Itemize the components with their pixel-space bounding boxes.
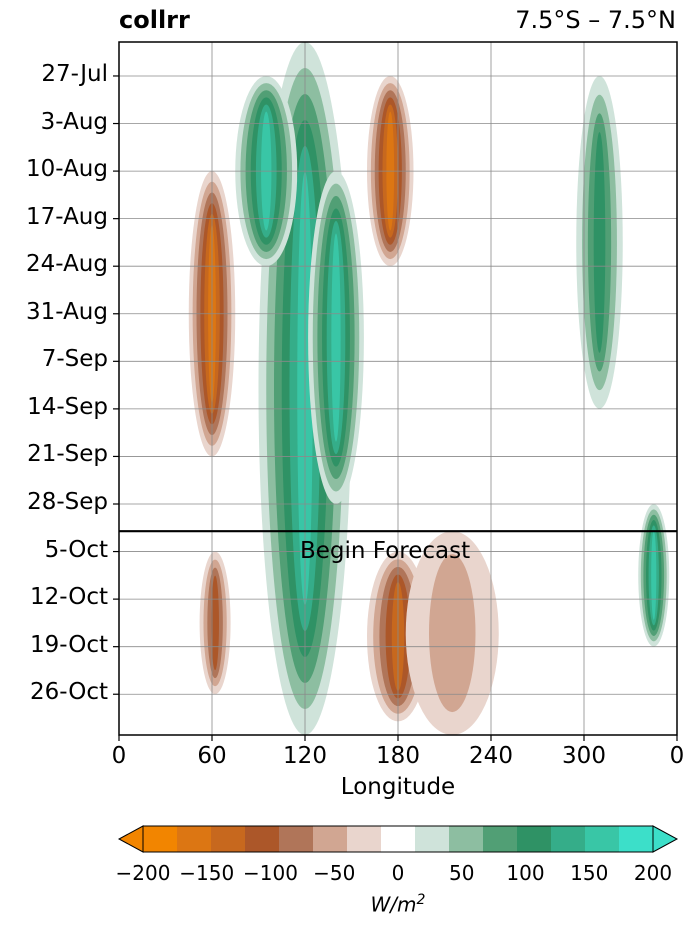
contour-region xyxy=(331,233,341,442)
colorbar-extend-low xyxy=(117,825,144,853)
colorbar-label: W/m2 xyxy=(370,892,426,917)
colorbar-swatch xyxy=(415,826,450,852)
colorbar-swatch xyxy=(279,826,314,852)
colorbar-tick-label: 150 xyxy=(570,861,609,885)
colorbar-extend-high xyxy=(652,825,679,853)
colorbar-swatch xyxy=(517,826,552,852)
colorbar-swatch xyxy=(551,826,586,852)
colorbar-swatch xyxy=(245,826,280,852)
y-tick-label: 26-Oct xyxy=(30,679,108,706)
colorbar-swatch xyxy=(313,826,348,852)
contour-region xyxy=(651,530,657,620)
y-tick-marks xyxy=(113,75,119,695)
y-tick-label: 17-Aug xyxy=(26,203,108,230)
x-axis-label: Longitude xyxy=(340,774,456,800)
contour-region xyxy=(593,132,606,353)
contour-region xyxy=(429,554,476,713)
x-tick-label: 0 xyxy=(669,743,685,769)
colorbar-swatch xyxy=(143,826,178,852)
colorbar-swatch xyxy=(619,826,654,852)
colorbar-swatch xyxy=(483,826,518,852)
colorbar-tick-label: −200 xyxy=(115,861,171,885)
colorbar-swatch xyxy=(381,826,416,852)
y-tick-label: 19-Oct xyxy=(30,631,108,658)
y-tick-label: 12-Oct xyxy=(30,584,108,611)
x-tick-marks xyxy=(118,735,678,741)
colorbar-swatch xyxy=(347,826,382,852)
chart-title: collrr xyxy=(119,6,190,34)
colorbar-tick-label: 50 xyxy=(449,861,475,885)
y-tick-label: 5-Oct xyxy=(44,536,108,563)
x-tick-label: 180 xyxy=(376,743,420,769)
y-tick-label: 10-Aug xyxy=(26,156,108,183)
region-label: 7.5°S – 7.5°N xyxy=(515,6,676,34)
x-tick-label: 300 xyxy=(562,743,606,769)
y-tick-label: 28-Sep xyxy=(27,489,108,515)
colorbar-swatch xyxy=(177,826,212,852)
y-tick-label: 3-Aug xyxy=(40,108,108,135)
y-tick-label: 21-Sep xyxy=(27,441,108,468)
colorbar-swatch xyxy=(585,826,620,852)
colorbar xyxy=(117,825,679,853)
colorbar-swatch xyxy=(449,826,484,852)
colorbar-tick-label: −150 xyxy=(179,861,235,885)
x-tick-label: 0 xyxy=(111,743,127,769)
x-tick-label: 240 xyxy=(469,743,513,769)
colorbar-tick-label: −100 xyxy=(243,861,298,885)
x-tick-label: 60 xyxy=(197,743,227,769)
y-tick-label: 24-Aug xyxy=(26,251,108,278)
colorbar-tick-label: 0 xyxy=(391,861,405,885)
colorbar-frame xyxy=(142,825,654,853)
y-tick-label: 31-Aug xyxy=(26,298,108,325)
colorbar-tick-label: −50 xyxy=(313,861,356,885)
colorbar-tick-label: 100 xyxy=(506,861,545,885)
forecast-annotation: Begin Forecast xyxy=(300,538,471,564)
colorbar-swatch xyxy=(211,826,246,852)
y-tick-label: 27-Jul xyxy=(41,60,108,87)
contour-field xyxy=(188,42,670,736)
y-tick-label: 14-Sep xyxy=(27,393,108,420)
y-tick-label: 7-Sep xyxy=(41,346,108,373)
x-tick-label: 120 xyxy=(283,743,327,769)
colorbar-tick-label: 200 xyxy=(633,861,673,885)
